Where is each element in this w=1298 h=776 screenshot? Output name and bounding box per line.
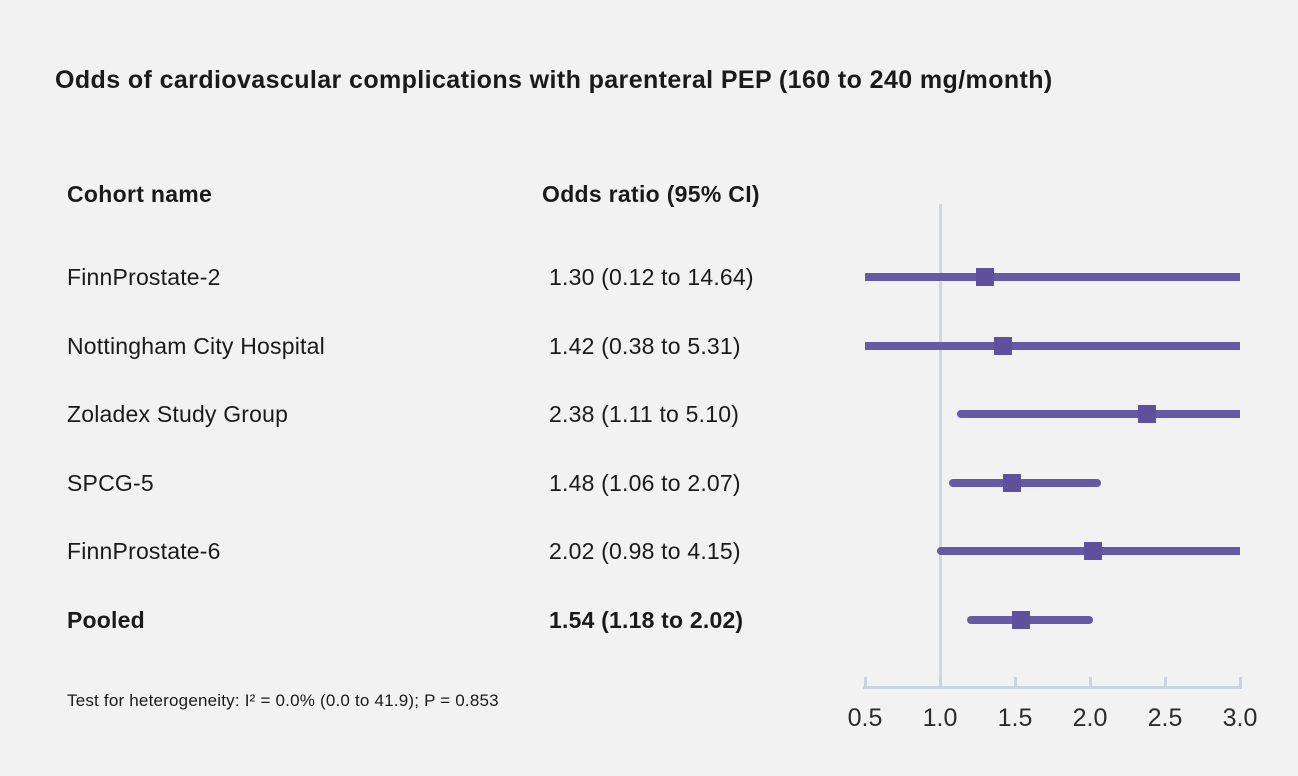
point-estimate-marker: [994, 336, 1012, 355]
cohort-name: FinnProstate-6: [67, 538, 221, 565]
cohort-name: FinnProstate-2: [67, 264, 221, 290]
column-header-odds-ratio: Odds ratio (95% CI): [542, 181, 760, 207]
x-axis-line: [863, 686, 1242, 689]
x-axis-tick: [1238, 677, 1242, 686]
odds-ratio-value: 1.30 (0.12 to 14.64): [549, 264, 754, 290]
point-estimate-marker: [1003, 473, 1021, 492]
cohort-name: Zoladex Study Group: [67, 401, 289, 428]
confidence-interval-line: [865, 341, 1240, 350]
cohort-name: SPCG-5: [67, 469, 154, 496]
column-header-cohort: Cohort name: [67, 181, 213, 207]
confidence-interval-line: [949, 478, 1101, 487]
confidence-interval-line: [967, 616, 1093, 624]
x-axis-tick-label: 1.5: [997, 704, 1033, 732]
odds-ratio-value: 2.02 (0.98 to 4.15): [549, 538, 741, 565]
cohort-name: Pooled: [67, 607, 145, 633]
point-estimate-marker: [976, 268, 994, 286]
odds-ratio-value: 1.54 (1.18 to 2.02): [549, 607, 744, 633]
odds-ratio-value: 2.38 (1.11 to 5.10): [549, 401, 740, 428]
point-estimate-marker: [1084, 542, 1102, 561]
x-axis-tick: [863, 677, 867, 686]
point-estimate-marker: [1012, 611, 1030, 629]
point-estimate-marker: [1138, 405, 1156, 424]
x-axis-tick: [1013, 677, 1017, 686]
x-axis-tick-label: 2.0: [1072, 704, 1108, 732]
x-axis-tick: [938, 677, 942, 686]
confidence-interval-line: [865, 273, 1240, 281]
odds-ratio-value: 1.42 (0.38 to 5.31): [549, 332, 741, 359]
heterogeneity-note: Test for heterogeneity: I² = 0.0% (0.0 t…: [67, 691, 499, 710]
cohort-name: Nottingham City Hospital: [67, 332, 325, 359]
x-axis-tick: [1088, 677, 1092, 686]
page-title: Odds of cardiovascular complications wit…: [55, 66, 1053, 94]
x-axis-tick-label: 2.5: [1147, 704, 1183, 732]
x-axis-tick-label: 1.0: [922, 704, 958, 732]
reference-line: [938, 204, 942, 689]
x-axis-tick-label: 3.0: [1222, 704, 1258, 732]
odds-ratio-value: 1.48 (1.06 to 2.07): [549, 469, 741, 496]
x-axis-tick: [1163, 677, 1167, 686]
confidence-interval-line: [956, 410, 1240, 419]
x-axis-tick-label: 0.5: [847, 704, 883, 732]
